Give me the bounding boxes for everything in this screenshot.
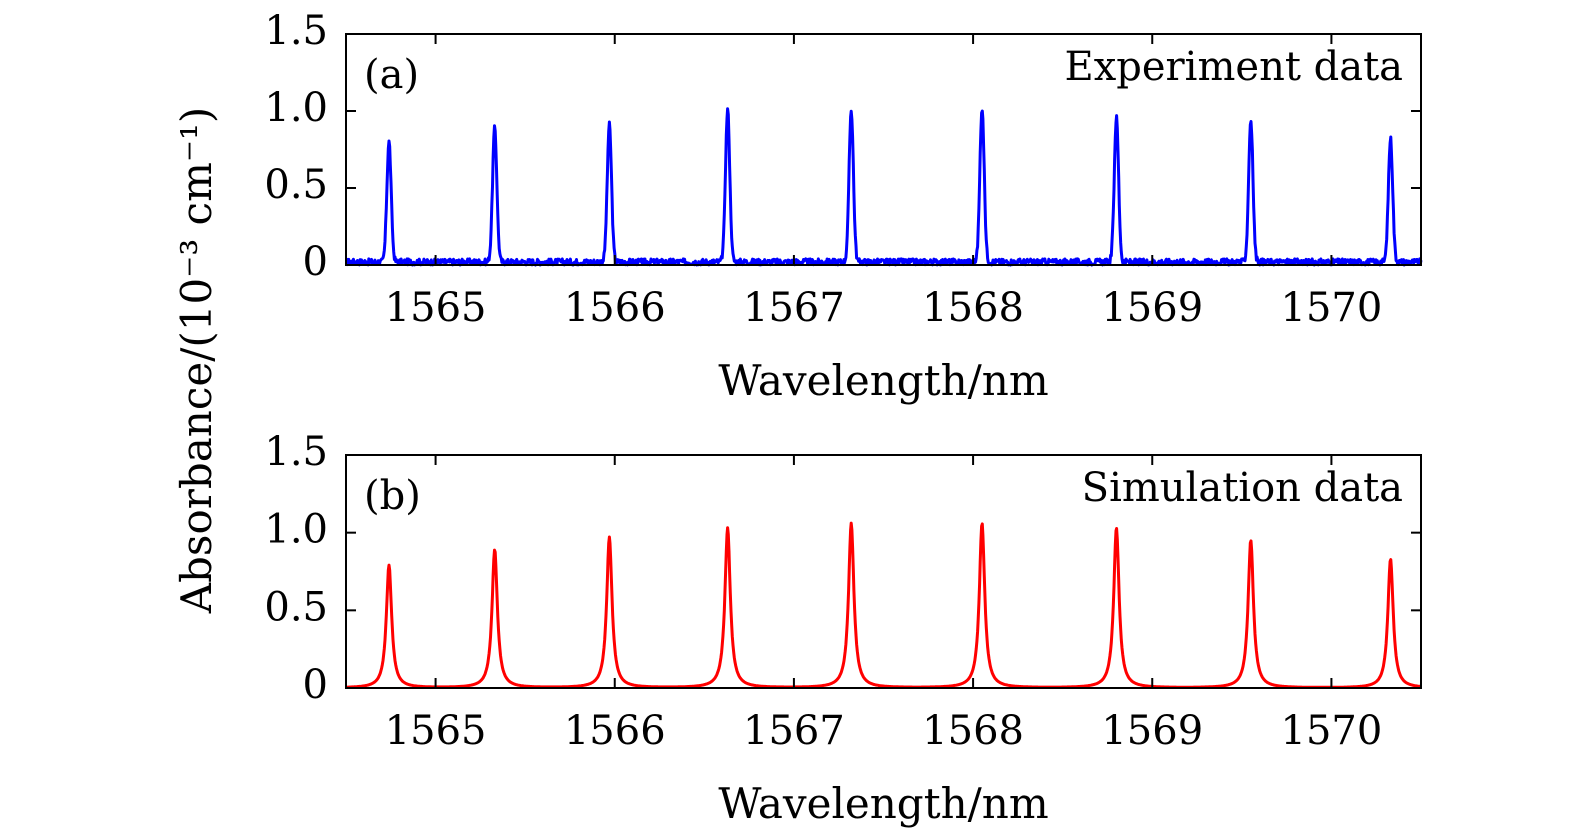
panel-b-x-tick-labels: 1565 1566 1567 1568 1569 1570 — [385, 708, 1383, 754]
panel-b-ticks — [346, 454, 1421, 689]
y-axis-title: Absorbance/(10⁻³ cm⁻¹) — [172, 107, 221, 615]
x-tick-label: 1566 — [564, 285, 666, 331]
panel-a-x-axis-title: Wavelength/nm — [718, 356, 1048, 405]
panel-b-y-tick-labels: 0 0.5 1.0 1.5 — [264, 429, 328, 708]
y-tick-label: 0 — [303, 239, 328, 285]
x-tick-label: 1565 — [385, 708, 487, 754]
panel-a-frame — [345, 33, 1422, 266]
panel-a-tag: (a) — [364, 52, 419, 98]
panel-b-tag: (b) — [364, 473, 421, 519]
x-tick-label: 1570 — [1281, 285, 1383, 331]
x-tick-label: 1567 — [743, 285, 845, 331]
y-tick-label: 1.0 — [264, 507, 328, 553]
experiment-data-series — [345, 107, 1423, 267]
panel-a-y-tick-labels: 0 0.5 1.0 1.5 — [264, 8, 328, 285]
x-tick-label: 1570 — [1281, 708, 1383, 754]
y-tick-label: 1.0 — [264, 85, 328, 131]
panel-b-x-axis-title: Wavelength/nm — [718, 779, 1048, 828]
panel-b-series-label: Simulation data — [1082, 465, 1403, 511]
x-tick-label: 1568 — [922, 708, 1024, 754]
x-tick-label: 1566 — [564, 708, 666, 754]
y-tick-label: 0 — [303, 662, 328, 708]
panel-a-series-label: Experiment data — [1065, 44, 1403, 90]
x-tick-label: 1569 — [1101, 285, 1203, 331]
panel-b-simulation: 1565 1566 1567 1568 1569 1570 0 0.5 1.0 … — [264, 429, 1422, 828]
x-tick-label: 1568 — [922, 285, 1024, 331]
panel-a-ticks — [346, 33, 1421, 266]
panel-a-x-tick-labels: 1565 1566 1567 1568 1569 1570 — [385, 285, 1383, 331]
panel-b-frame — [345, 454, 1422, 689]
y-tick-label: 1.5 — [264, 429, 328, 475]
x-tick-label: 1567 — [743, 708, 845, 754]
simulation-data-series — [345, 521, 1422, 689]
y-tick-label: 0.5 — [264, 162, 328, 208]
x-tick-label: 1565 — [385, 285, 487, 331]
panel-a-experiment: 1565 1566 1567 1568 1569 1570 0 0.5 1.0 … — [264, 8, 1423, 405]
x-tick-label: 1569 — [1101, 708, 1203, 754]
y-tick-label: 0.5 — [264, 584, 328, 630]
y-tick-label: 1.5 — [264, 8, 328, 54]
